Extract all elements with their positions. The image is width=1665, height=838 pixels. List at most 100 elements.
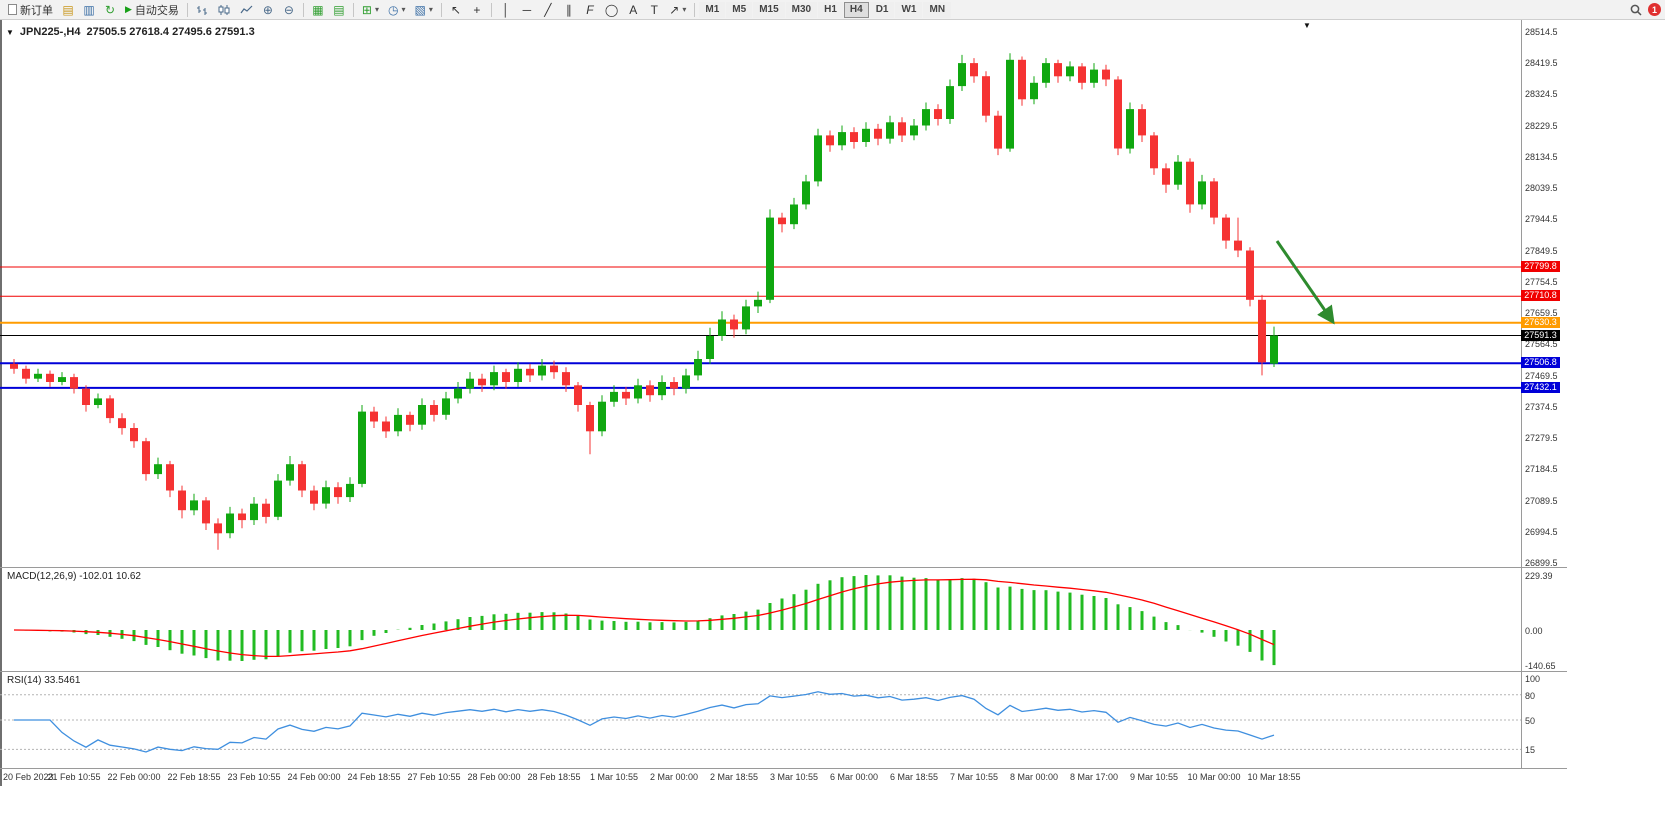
new-order-button[interactable]: 新订单 bbox=[4, 1, 57, 19]
price-tick: 27184.5 bbox=[1525, 464, 1558, 475]
one-click-trading-toggle-icon[interactable]: ▼ bbox=[6, 27, 14, 37]
chart-window[interactable]: ▼ JPN225-,H4 27505.5 27618.4 27495.6 275… bbox=[0, 20, 1665, 838]
zoom-out-icon: ⊖ bbox=[283, 2, 294, 17]
refresh-button[interactable]: ↻ bbox=[100, 1, 120, 19]
channel-button[interactable]: ∥ bbox=[559, 1, 579, 19]
crosshair-button[interactable]: + bbox=[467, 1, 487, 19]
vertical-line-button[interactable]: │ bbox=[496, 1, 516, 19]
time-label: 6 Mar 18:55 bbox=[889, 772, 939, 782]
toolbar-separator bbox=[186, 2, 188, 17]
chart-title: ▼ JPN225-,H4 27505.5 27618.4 27495.6 275… bbox=[6, 26, 255, 38]
indicators-icon: ⊞ bbox=[361, 2, 372, 17]
rsi-indicator-plot[interactable] bbox=[0, 672, 1521, 768]
time-label: 6 Mar 00:00 bbox=[829, 772, 879, 782]
bars-chart-icon bbox=[196, 5, 207, 15]
cursor-icon: ↖ bbox=[450, 2, 461, 17]
fibonacci-icon: F bbox=[586, 2, 594, 17]
zoom-out-button[interactable]: ⊖ bbox=[279, 1, 299, 19]
price-tick: 27279.5 bbox=[1525, 433, 1558, 444]
price-level-badge: 27591.3 bbox=[1521, 329, 1560, 341]
zoom-in-icon: ⊕ bbox=[262, 2, 273, 17]
time-label: 23 Feb 10:55 bbox=[227, 772, 281, 782]
toolbar-separator bbox=[440, 2, 442, 17]
horizontal-line-button[interactable]: ─ bbox=[517, 1, 537, 19]
trendline-icon: ╱ bbox=[544, 2, 552, 17]
search-button[interactable] bbox=[1625, 1, 1647, 19]
time-label: 27 Feb 10:55 bbox=[407, 772, 461, 782]
timeframe-h1-button[interactable]: H1 bbox=[818, 1, 843, 18]
profiles-button[interactable]: ▥ bbox=[79, 1, 99, 19]
text-icon: A bbox=[629, 2, 638, 17]
macd-axis-zero: 0.00 bbox=[1525, 626, 1543, 636]
toolbar-separator bbox=[694, 2, 696, 17]
arrows-button[interactable]: ↗ ▾ bbox=[665, 1, 690, 19]
time-label: 24 Feb 18:55 bbox=[347, 772, 401, 782]
vertical-line-icon: │ bbox=[502, 2, 510, 17]
timeframe-mn-button[interactable]: MN bbox=[923, 1, 952, 18]
macd-axis-min: -140.65 bbox=[1525, 661, 1556, 672]
tile-windows-button[interactable]: ▦ bbox=[308, 1, 328, 19]
macd-indicator-plot[interactable] bbox=[0, 568, 1521, 671]
price-level-badge: 27630.3 bbox=[1521, 316, 1560, 328]
zoom-in-button[interactable]: ⊕ bbox=[258, 1, 278, 19]
autotrading-button[interactable]: ▶ 自动交易 bbox=[121, 1, 183, 19]
time-label: 24 Feb 00:00 bbox=[287, 772, 341, 782]
time-axis[interactable]: 20 Feb 2023 21 Feb 10:55 22 Feb 00:00 22 Fe… bbox=[0, 770, 1521, 786]
text-button[interactable]: A bbox=[623, 1, 643, 19]
candles-chart-icon bbox=[218, 4, 230, 15]
new-order-icon bbox=[8, 4, 17, 15]
time-label: 8 Mar 00:00 bbox=[1009, 772, 1059, 782]
indicators-button[interactable]: ⊞ ▾ bbox=[358, 1, 383, 19]
rsi-label: RSI(14) 33.5461 bbox=[7, 675, 81, 686]
timeframe-d1-button[interactable]: D1 bbox=[869, 1, 895, 18]
panel-separator[interactable] bbox=[0, 768, 1567, 769]
main-toolbar: 新订单 ▤ ▥ ↻ ▶ 自动交易 ⊕ ⊖ ▦ ▤ ⊞ ▾ ◷ ▾ ▧ ▾ ↖ + │ … bbox=[0, 0, 1665, 20]
timeframe-m1-button[interactable]: M1 bbox=[699, 1, 726, 18]
shapes-button[interactable]: ◯ bbox=[601, 1, 622, 19]
time-label: 2 Mar 18:55 bbox=[709, 772, 759, 782]
price-level-badge: 27799.8 bbox=[1521, 260, 1560, 272]
chart-shift-marker[interactable]: ▼ bbox=[1303, 21, 1311, 30]
time-label: 21 Feb 10:55 bbox=[47, 772, 101, 782]
price-chart-plot[interactable] bbox=[0, 20, 1521, 567]
cascade-windows-button[interactable]: ▤ bbox=[329, 1, 349, 19]
line-chart-icon bbox=[240, 5, 253, 13]
timeframe-h4-button[interactable]: H4 bbox=[843, 1, 869, 18]
bar-chart-button[interactable] bbox=[192, 1, 213, 19]
cursor-button[interactable]: ↖ bbox=[446, 1, 466, 19]
chevron-down-icon: ▾ bbox=[401, 5, 406, 14]
time-label: 28 Feb 00:00 bbox=[467, 772, 521, 782]
label-button[interactable]: T bbox=[644, 1, 664, 19]
price-level-badge: 27432.1 bbox=[1521, 381, 1560, 393]
templates-button[interactable]: ▧ ▾ bbox=[411, 1, 437, 19]
label-icon: T bbox=[650, 2, 658, 17]
price-level-badge: 27710.8 bbox=[1521, 290, 1560, 302]
charts-button[interactable]: ▤ bbox=[58, 1, 78, 19]
candlestick-chart-button[interactable] bbox=[214, 1, 235, 19]
toolbar-separator bbox=[352, 2, 354, 17]
window-edge bbox=[0, 20, 2, 786]
chart-ohlc: 27505.5 27618.4 27495.6 27591.3 bbox=[86, 26, 255, 38]
price-tick: 27374.5 bbox=[1525, 401, 1558, 412]
timeframe-w1-button[interactable]: W1 bbox=[895, 1, 923, 18]
chevron-down-icon: ▾ bbox=[682, 5, 687, 14]
timeframe-m15-button[interactable]: M15 bbox=[753, 1, 785, 18]
arrow-tool-icon: ↗ bbox=[669, 2, 680, 17]
notifications-badge[interactable]: 1 bbox=[1648, 3, 1661, 16]
toolbar-separator bbox=[302, 2, 304, 17]
line-chart-button[interactable] bbox=[236, 1, 257, 19]
price-tick: 27089.5 bbox=[1525, 495, 1558, 506]
horizontal-line-icon: ─ bbox=[522, 2, 532, 17]
timeframe-m30-button[interactable]: M30 bbox=[785, 1, 818, 18]
price-axis[interactable]: 28514.5 28419.5 28324.5 28229.5 28134.5 28039… bbox=[1521, 20, 1664, 768]
refresh-icon: ↻ bbox=[104, 2, 116, 17]
periods-button[interactable]: ◷ ▾ bbox=[384, 1, 410, 19]
macd-axis-max: 229.39 bbox=[1525, 571, 1553, 581]
cascade-windows-icon: ▤ bbox=[333, 2, 345, 17]
panel-separator[interactable] bbox=[0, 567, 1567, 568]
timeframe-m5-button[interactable]: M5 bbox=[726, 1, 753, 18]
fibonacci-button[interactable]: F bbox=[580, 1, 600, 19]
panel-separator[interactable] bbox=[0, 671, 1567, 672]
trendline-button[interactable]: ╱ bbox=[538, 1, 558, 19]
time-label: 20 Feb 2023 bbox=[3, 772, 54, 782]
